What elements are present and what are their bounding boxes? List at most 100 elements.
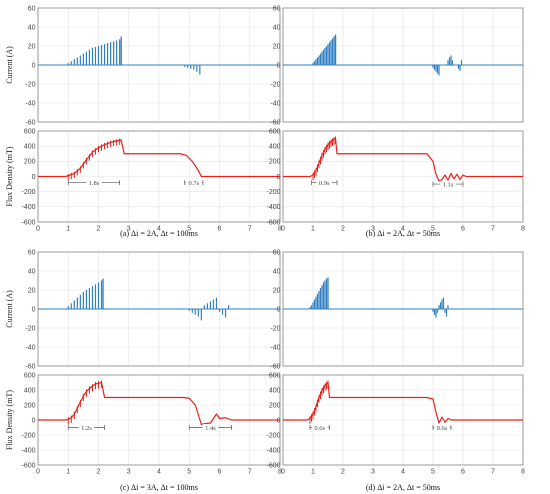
- x-tick-label: 1: [66, 226, 70, 233]
- annotation-label: 0.6s: [437, 425, 448, 432]
- annotation-label: 1.4s: [205, 425, 216, 432]
- y-tick-label: 20: [28, 287, 36, 294]
- y-tick-label: 60: [273, 249, 281, 256]
- duration-annotation: 0.9s: [311, 179, 338, 187]
- x-tick-label: 0: [36, 226, 40, 233]
- annotation-label-bg: [311, 424, 328, 431]
- flux-line: [283, 381, 523, 424]
- current-plot: 60 40 20 0 -20 -40 -60 Current (A): [5, 249, 281, 370]
- y-tick-label: 0: [32, 62, 36, 69]
- y-tick-label: -600: [266, 219, 280, 226]
- y-axis-label: Current (A): [5, 46, 14, 84]
- y-tick-label: -60: [25, 363, 35, 370]
- y-tick-label: 0: [277, 62, 281, 69]
- x-tick-label: 8: [278, 469, 282, 476]
- annotation-label-bg: [434, 424, 450, 431]
- x-tick-label: 4: [157, 226, 161, 233]
- y-tick-label: 200: [269, 159, 281, 166]
- y-tick-label: -40: [270, 344, 280, 351]
- x-tick-label: 1: [311, 226, 315, 233]
- current-plot: 60 40 20 0 -20 -40 -60: [270, 249, 524, 370]
- annotation-label: 1.2s: [81, 425, 92, 432]
- annotation-label-bg: [202, 424, 219, 431]
- y-tick-label: 200: [24, 159, 36, 166]
- duration-annotation: 1.1s: [432, 180, 464, 188]
- y-tick-label: -60: [270, 363, 280, 370]
- y-tick-label: 60: [28, 249, 36, 256]
- x-tick-label: 6: [461, 469, 465, 476]
- flux-line: [38, 139, 280, 178]
- y-tick-label: 40: [273, 24, 281, 31]
- y-tick-label: -60: [270, 119, 280, 126]
- y-tick-label: -200: [266, 189, 280, 196]
- x-tick-label: 2: [341, 469, 345, 476]
- panel-caption: (b) Δi = 2A, Δt = 50ms: [366, 229, 440, 238]
- y-tick-label: -20: [25, 325, 35, 332]
- duration-annotation: 1.4s: [188, 424, 232, 432]
- annotation-label-bg: [316, 179, 333, 187]
- annotation-label-bg: [86, 179, 102, 187]
- y-tick-label: 0: [277, 306, 281, 313]
- duration-annotation: 0.6s: [432, 424, 452, 432]
- x-tick-label: 2: [97, 226, 101, 233]
- x-tick-label: 6: [461, 226, 465, 233]
- y-tick-label: -400: [266, 204, 280, 211]
- y-tick-label: 600: [269, 128, 281, 135]
- panel-caption: (c) Δi = 3A, Δt = 100ms: [120, 483, 198, 492]
- x-tick-label: 3: [371, 226, 375, 233]
- annotation-label: 0.9s: [319, 180, 330, 187]
- x-tick-label: 4: [157, 469, 161, 476]
- y-tick-label: -600: [266, 462, 280, 469]
- y-tick-label: -200: [266, 432, 280, 439]
- y-tick-label: 200: [24, 402, 36, 409]
- y-tick-label: 60: [28, 5, 36, 12]
- y-tick-label: -40: [25, 344, 35, 351]
- y-tick-label: 20: [273, 43, 281, 50]
- y-tick-label: 20: [273, 287, 281, 294]
- y-tick-label: 400: [24, 144, 36, 151]
- x-tick-label: 3: [127, 226, 131, 233]
- x-tick-label: 7: [248, 226, 252, 233]
- y-tick-label: -60: [25, 119, 35, 126]
- y-tick-label: -20: [270, 81, 280, 88]
- y-tick-label: 400: [269, 144, 281, 151]
- x-tick-label: 5: [431, 469, 435, 476]
- y-tick-label: 0: [277, 174, 281, 181]
- current-plot: 60 40 20 0 -20 -40 -60 Current (A): [5, 5, 281, 126]
- annotation-label: 0.6s: [314, 425, 325, 432]
- y-tick-label: 40: [28, 24, 36, 31]
- x-tick-label: 7: [491, 226, 495, 233]
- x-tick-label: 5: [187, 226, 191, 233]
- y-tick-label: -200: [21, 432, 35, 439]
- y-tick-label: 40: [273, 268, 281, 275]
- y-tick-label: 0: [32, 417, 36, 424]
- x-tick-label: 1: [66, 469, 70, 476]
- x-tick-label: 8: [521, 469, 525, 476]
- flux-line: [283, 137, 523, 182]
- annotation-label-bg: [78, 424, 95, 431]
- x-tick-label: 6: [218, 469, 222, 476]
- y-tick-label: 600: [24, 372, 36, 379]
- y-tick-label: 400: [269, 387, 281, 394]
- y-tick-label: -600: [21, 462, 35, 469]
- y-tick-label: -600: [21, 219, 35, 226]
- y-axis-label: Current (A): [5, 290, 14, 328]
- y-tick-label: 0: [32, 174, 36, 181]
- x-tick-label: 3: [371, 469, 375, 476]
- duration-annotation: 1.2s: [67, 424, 105, 432]
- y-tick-label: 0: [277, 417, 281, 424]
- y-axis-label: Flux Density (mT): [5, 390, 14, 450]
- duration-annotation: 0.7s: [184, 179, 204, 187]
- x-tick-label: 8: [278, 226, 282, 233]
- x-tick-label: 5: [187, 469, 191, 476]
- x-tick-label: 8: [521, 226, 525, 233]
- flux-line: [38, 381, 280, 426]
- y-tick-label: -40: [25, 100, 35, 107]
- x-tick-label: 2: [341, 226, 345, 233]
- panel-caption: (d) Δi = 2A, Δt = 50ms: [366, 483, 440, 492]
